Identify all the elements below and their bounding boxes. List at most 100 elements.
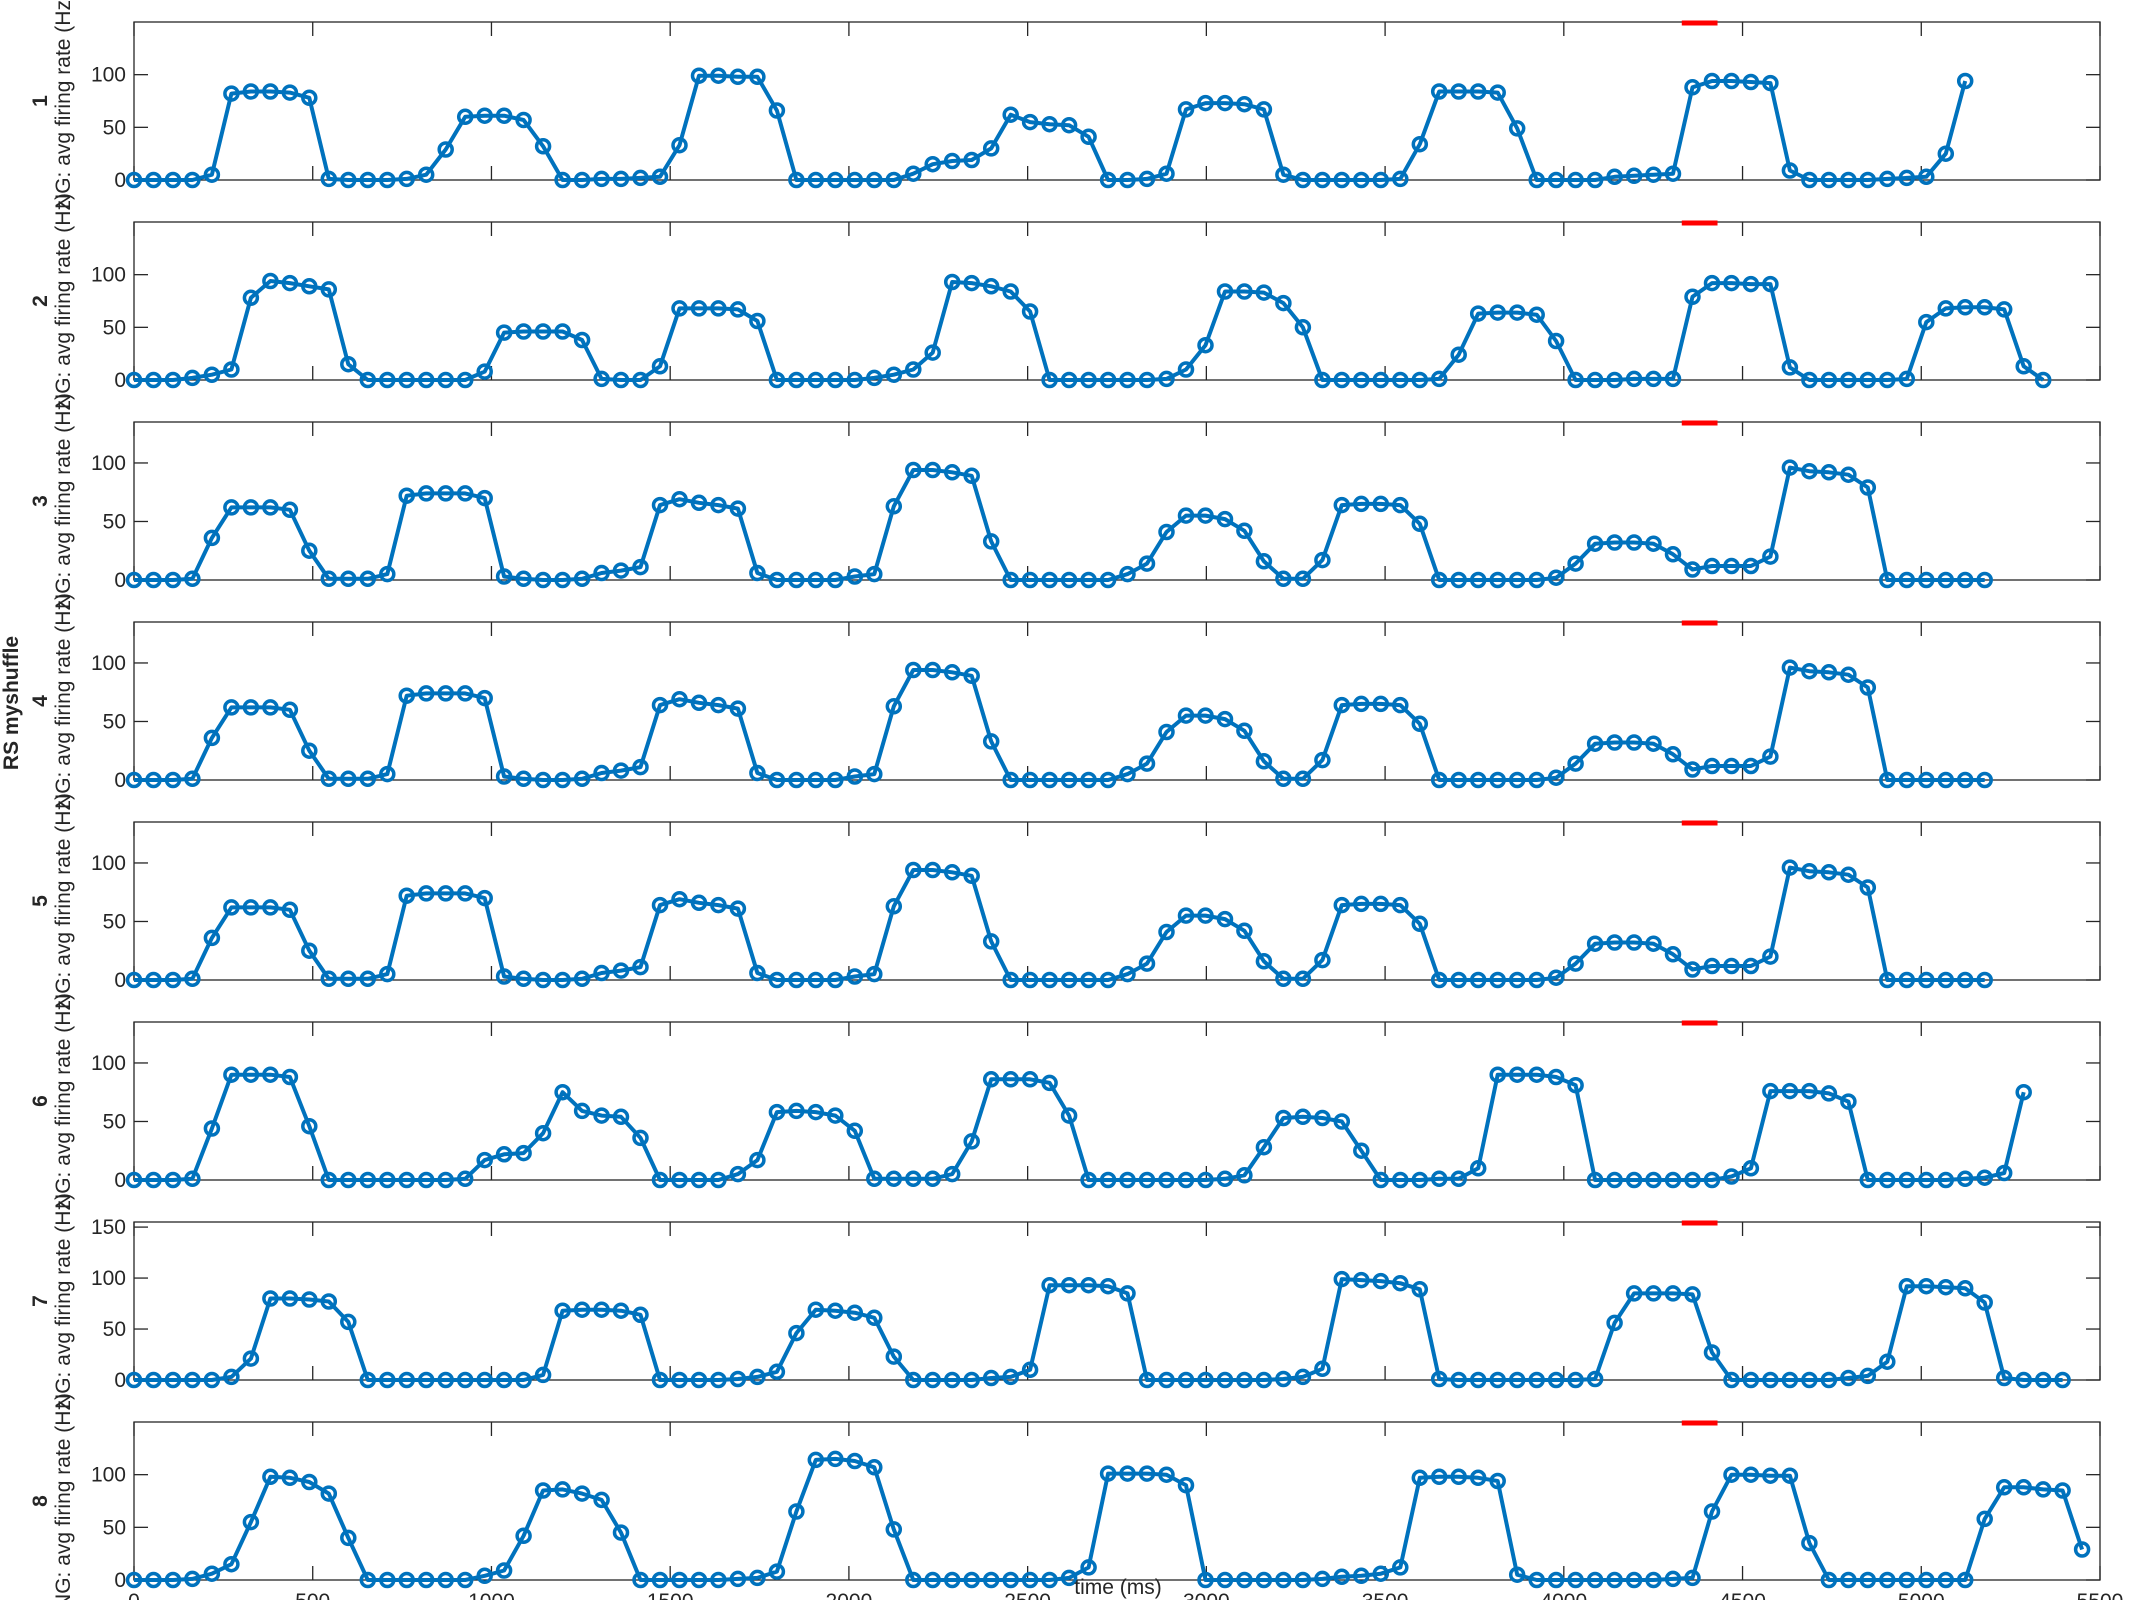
data-point bbox=[554, 571, 571, 589]
data-point bbox=[1528, 971, 1545, 989]
data-point bbox=[632, 1306, 649, 1324]
data-point bbox=[1314, 1360, 1331, 1378]
y-tick-label: 50 bbox=[103, 510, 126, 533]
data-point bbox=[184, 970, 201, 988]
data-point bbox=[1353, 1142, 1370, 1159]
data-point bbox=[1197, 94, 1214, 112]
data-point bbox=[1216, 1170, 1234, 1188]
x-tick-label: 4500 bbox=[1719, 1590, 1766, 1600]
data-point bbox=[1430, 1170, 1448, 1188]
data-point bbox=[593, 170, 610, 188]
data-point bbox=[1586, 1370, 1604, 1388]
y-tick-label: 50 bbox=[103, 316, 126, 339]
data-point bbox=[495, 324, 513, 341]
data-point bbox=[1976, 971, 1993, 989]
data-point bbox=[1489, 1371, 1506, 1389]
data-point bbox=[145, 971, 162, 989]
data-point bbox=[690, 1171, 708, 1189]
data-point bbox=[125, 171, 143, 189]
data-point bbox=[1119, 765, 1136, 783]
data-point bbox=[1353, 695, 1370, 713]
data-point bbox=[788, 1324, 805, 1342]
axes-frame bbox=[133, 1421, 2101, 1581]
data-point bbox=[1255, 553, 1273, 570]
data-point bbox=[1995, 1369, 2013, 1387]
data-point bbox=[710, 1371, 727, 1389]
data-point bbox=[301, 1473, 318, 1491]
panel-number-label: 4 bbox=[29, 695, 52, 707]
data-point bbox=[554, 1302, 571, 1319]
data-point bbox=[729, 1570, 747, 1588]
data-point bbox=[1372, 695, 1390, 713]
data-point bbox=[1021, 303, 1039, 320]
data-point bbox=[885, 1348, 903, 1365]
data-point bbox=[554, 971, 571, 989]
data-point bbox=[1606, 1571, 1623, 1589]
data-point bbox=[710, 300, 727, 317]
data-point bbox=[1216, 283, 1234, 300]
data-point bbox=[1567, 1371, 1584, 1389]
y-tick-label: 50 bbox=[103, 116, 126, 139]
data-point bbox=[768, 102, 786, 119]
data-point bbox=[1060, 1276, 1078, 1294]
data-point bbox=[1664, 746, 1682, 763]
data-point bbox=[1099, 371, 1117, 389]
data-point bbox=[145, 1171, 162, 1189]
data-point bbox=[1469, 1160, 1487, 1177]
data-point bbox=[1820, 171, 1838, 189]
y-tick-label: 0 bbox=[114, 1369, 126, 1392]
data-point bbox=[398, 371, 415, 389]
data-point bbox=[1918, 971, 1935, 989]
data-point bbox=[1372, 371, 1390, 389]
y-tick-label: 100 bbox=[91, 1267, 126, 1290]
data-point bbox=[768, 771, 786, 789]
data-point bbox=[982, 733, 1000, 750]
data-point bbox=[1976, 771, 1993, 789]
data-point bbox=[1021, 771, 1039, 789]
y-axis-label: NG: avg firing rate (Hz) bbox=[52, 993, 75, 1209]
data-point bbox=[846, 371, 864, 389]
data-point bbox=[827, 1450, 844, 1468]
data-point bbox=[1937, 1171, 1955, 1189]
y-tick-label: 0 bbox=[114, 569, 126, 592]
data-point bbox=[1138, 371, 1156, 389]
y-tick-label: 150 bbox=[91, 1216, 126, 1239]
data-point bbox=[1879, 971, 1896, 989]
data-point bbox=[612, 170, 630, 188]
data-point bbox=[437, 1571, 454, 1589]
data-point bbox=[1177, 907, 1195, 924]
data-point bbox=[1820, 371, 1838, 389]
data-point bbox=[1742, 757, 1760, 775]
data-point bbox=[573, 570, 591, 588]
data-point bbox=[1976, 1294, 1993, 1311]
data-point bbox=[1898, 370, 1916, 388]
data-point bbox=[534, 771, 552, 789]
data-point bbox=[1801, 862, 1818, 880]
x-tick-label: 2000 bbox=[826, 1590, 873, 1600]
panel-1: 0 50 100 NG: avg firing rate (Hz)1 bbox=[29, 0, 2101, 209]
data-point bbox=[1976, 1169, 1993, 1186]
data-point bbox=[1528, 171, 1545, 189]
data-point bbox=[1684, 79, 1701, 96]
data-point bbox=[1625, 1171, 1643, 1189]
data-point bbox=[164, 771, 182, 789]
data-point bbox=[164, 571, 182, 589]
series-line bbox=[134, 279, 2045, 382]
data-point bbox=[1002, 1368, 1019, 1386]
data-point bbox=[281, 901, 299, 919]
data-point bbox=[1508, 1566, 1526, 1583]
data-point bbox=[1255, 1138, 1273, 1156]
data-point bbox=[1664, 546, 1682, 563]
data-point bbox=[223, 1368, 240, 1386]
data-point bbox=[1567, 371, 1584, 389]
axes-frame bbox=[133, 421, 2101, 581]
data-point bbox=[1956, 299, 1974, 316]
data-point bbox=[749, 312, 766, 330]
data-point bbox=[554, 1481, 571, 1498]
data-point bbox=[1489, 84, 1506, 101]
data-point bbox=[846, 768, 864, 785]
data-point bbox=[1158, 370, 1175, 388]
y-tick-label: 50 bbox=[103, 710, 126, 733]
data-point bbox=[1898, 571, 1916, 589]
data-point bbox=[1372, 1565, 1390, 1582]
